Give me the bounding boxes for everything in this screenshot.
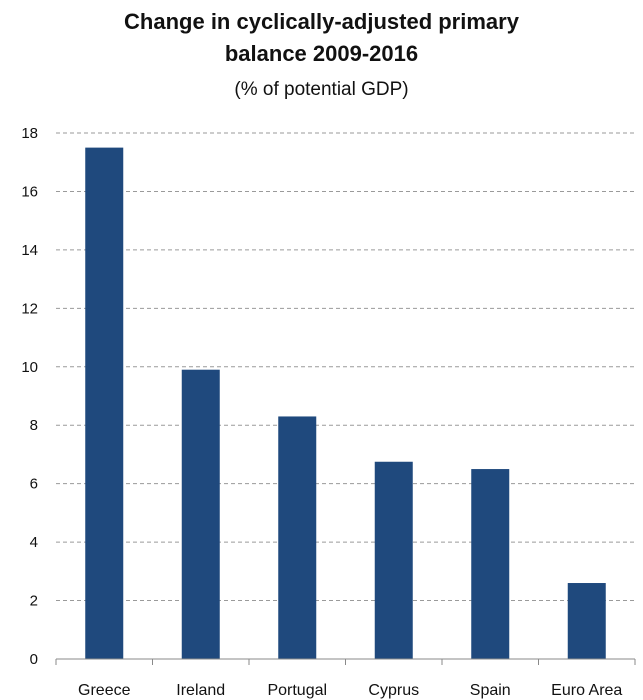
x-category-label: Greece [78, 682, 131, 699]
y-tick-label: 12 [21, 300, 38, 317]
x-category-label: Euro Area [551, 682, 622, 699]
y-axis-tick-labels: 0 2 4 6 8 10 12 14 16 18 [21, 125, 38, 668]
chart-title-line-2: balance 2009-2016 [224, 41, 419, 66]
bar-greece [85, 147, 124, 659]
y-tick-label: 16 [21, 183, 38, 200]
bars [85, 147, 606, 659]
y-tick-label: 10 [21, 359, 38, 376]
gridlines [56, 132, 635, 602]
y-tick-label: 6 [30, 476, 38, 493]
bar-cyprus [374, 461, 413, 659]
bar-spain [471, 469, 510, 659]
x-category-label: Portugal [267, 682, 327, 699]
x-category-label: Cyprus [368, 682, 419, 699]
bar-ireland [181, 369, 220, 659]
bar-euro-area [567, 583, 606, 659]
x-category-label: Ireland [176, 682, 225, 699]
y-tick-label: 0 [30, 651, 38, 668]
y-tick-label: 18 [21, 125, 38, 142]
x-axis-category-labels: Greece Ireland Portugal Cyprus Spain Euro Are… [78, 682, 622, 699]
y-tick-label: 4 [30, 534, 38, 551]
x-axis [55, 658, 636, 665]
x-category-label: Spain [470, 682, 511, 699]
bar-portugal [278, 416, 317, 659]
chart-subtitle: (% of potential GDP) [234, 79, 409, 100]
y-tick-label: 2 [30, 593, 38, 610]
y-tick-label: 8 [30, 417, 38, 434]
y-tick-label: 14 [21, 242, 38, 259]
chart-title-line-1: Change in cyclically-adjusted primary [124, 9, 519, 34]
